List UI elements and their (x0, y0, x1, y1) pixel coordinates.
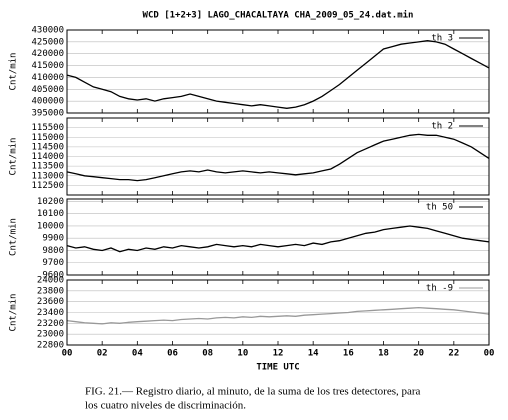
plot-frame (66, 117, 490, 196)
x-tick-label: 22 (448, 349, 459, 359)
y-tick-label: 23200 (37, 319, 64, 329)
caption: los cuatro niveles de discriminación. (85, 400, 246, 412)
y-tick-label: 10100 (37, 209, 64, 219)
x-tick-label: 00 (62, 349, 73, 359)
x-tick-label: 08 (202, 349, 213, 359)
y-tick-label: 430000 (31, 26, 64, 36)
y-axis-label: Cnt/min (9, 294, 19, 332)
data-line (66, 225, 490, 253)
y-axis-label: Cnt/min (9, 138, 19, 176)
y-tick-label: 410000 (31, 73, 64, 83)
y-tick-label: 10200 (37, 197, 64, 207)
plot-frame (66, 279, 490, 346)
x-tick-label: 14 (308, 349, 319, 359)
y-tick-label: 114000 (31, 152, 64, 162)
x-tick-label: 06 (167, 349, 178, 359)
y-tick-label: 113500 (31, 162, 64, 172)
y-tick-label: 9900 (42, 234, 64, 244)
y-tick-label: 425000 (31, 37, 64, 47)
data-line (66, 133, 490, 182)
caption: FIG. 21.— Registro diario, al minuto, de… (85, 386, 421, 398)
y-tick-label: 415000 (31, 61, 64, 71)
y-tick-label: 420000 (31, 49, 64, 59)
legend-label: th 50 (426, 203, 453, 213)
y-tick-label: 23400 (37, 308, 64, 318)
x-tick-label: 00 (484, 349, 495, 359)
y-axis-label: Cnt/min (9, 218, 19, 256)
y-tick-label: 23800 (37, 286, 64, 296)
y-tick-label: 405000 (31, 85, 64, 95)
data-line (66, 306, 490, 325)
y-tick-label: 23000 (37, 330, 64, 340)
data-line (66, 40, 490, 109)
legend-label: th -9 (426, 284, 453, 294)
y-tick-label: 24000 (37, 276, 64, 286)
x-tick-label: 10 (237, 349, 248, 359)
plot-frame (66, 29, 490, 114)
legend-label: th 3 (431, 34, 453, 44)
y-tick-label: 22800 (37, 341, 64, 351)
y-tick-label: 10000 (37, 221, 64, 231)
y-tick-label: 395000 (31, 109, 64, 119)
y-tick-label: 114500 (31, 142, 64, 152)
y-tick-label: 115500 (31, 123, 64, 133)
x-tick-label: 18 (378, 349, 389, 359)
y-tick-label: 400000 (31, 97, 64, 107)
legend-label: th 2 (431, 122, 453, 132)
x-tick-label: 02 (97, 349, 108, 359)
y-axis-label: Cnt/min (9, 53, 19, 91)
y-tick-label: 23600 (37, 297, 64, 307)
y-tick-label: 113000 (31, 171, 64, 181)
x-tick-label: 04 (132, 349, 143, 359)
x-axis-label: TIME UTC (256, 363, 299, 373)
y-tick-label: 112500 (31, 181, 64, 191)
x-tick-label: 20 (413, 349, 424, 359)
plot-frame (66, 198, 490, 276)
y-tick-label: 115000 (31, 133, 64, 143)
x-tick-label: 12 (273, 349, 284, 359)
y-tick-label: 9600 (42, 271, 64, 281)
y-tick-label: 9800 (42, 246, 64, 256)
y-tick-label: 9700 (42, 258, 64, 268)
x-tick-label: 16 (343, 349, 354, 359)
chart-title: WCD [1+2+3] LAGO_CHACALTAYA CHA_2009_05_… (143, 10, 414, 21)
